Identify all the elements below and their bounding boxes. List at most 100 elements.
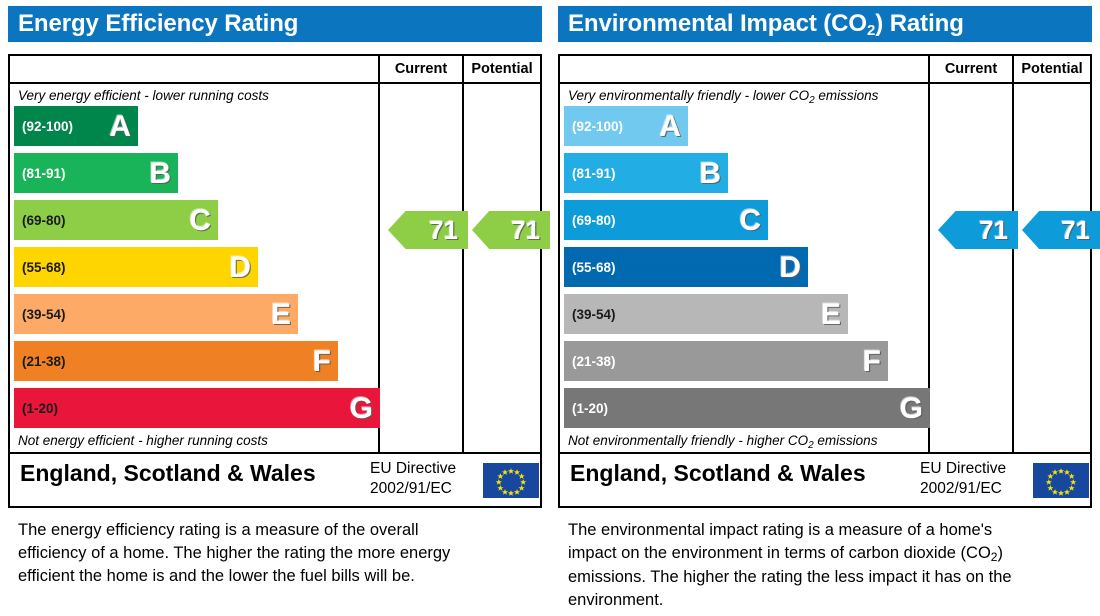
energy-band-e-range: (39-54) [22,307,66,322]
energy-column-divider-2 [462,84,464,452]
impact-column-divider-1 [928,84,930,452]
impact-band-g-letter: G [899,392,923,425]
impact-footer-row: England, Scotland & Wales EU Directive 2… [560,454,1090,506]
impact-band-c-range: (69-80) [572,213,616,228]
energy-band-d-letter: D [229,251,251,284]
impact-caption-top-pre: Very environmentally friendly - lower CO [568,88,810,103]
impact-band-d: (55-68) D [564,247,808,287]
impact-band-e-range: (39-54) [572,307,616,322]
impact-band-c-letter: C [739,204,761,237]
impact-band-f-range: (21-38) [572,354,616,369]
impact-band-b: (81-91) B [564,153,728,193]
impact-panel-title-prefix: Environmental Impact (CO [568,10,867,37]
impact-band-b-letter: B [699,157,721,190]
impact-footer-directive: EU Directive 2002/91/EC [920,459,1030,499]
impact-band-b-range: (81-91) [572,166,616,181]
impact-band-f-letter: F [862,345,881,378]
impact-caption-top-subscript: 2 [809,95,815,106]
energy-potential-rating-arrow: 71 [472,211,550,249]
energy-panel-title: Energy Efficiency Rating [8,6,542,42]
impact-caption-bottom-pre: Not environmentally friendly - higher CO [568,433,809,448]
energy-band-c-range: (69-80) [22,213,66,228]
impact-footer-directive-line2: 2002/91/EC [920,480,1002,497]
impact-band-a: (92-100) A [564,106,688,146]
impact-band-g: (1-20) G [564,388,930,428]
energy-footer-region: England, Scotland & Wales [20,460,316,486]
energy-band-c-letter: C [189,204,211,237]
impact-col-header-potential: Potential [1012,56,1090,82]
impact-caption-bottom-subscript: 2 [808,440,814,451]
impact-band-d-range: (55-68) [572,260,616,275]
impact-potential-rating-value: 71 [1061,215,1090,245]
impact-explanation-pre: The environmental impact rating is a mea… [568,521,993,562]
energy-band-d: (55-68) D [14,247,258,287]
energy-band-e-letter: E [270,298,291,331]
environmental-impact-panel: Environmental Impact (CO2) Rating Curren… [550,0,1100,616]
energy-band-b: (81-91) B [14,153,178,193]
impact-caption-top: Very environmentally friendly - lower CO… [568,88,920,106]
energy-band-b-letter: B [149,157,171,190]
impact-caption-top-post: emissions [814,88,879,103]
impact-column-divider-2 [1012,84,1014,452]
impact-explanation-post: ) emissions. The higher the rating the l… [568,544,1012,609]
energy-band-f: (21-38) F [14,341,338,381]
impact-panel-title-subscript: 2 [866,22,876,39]
impact-band-g-range: (1-20) [572,401,609,416]
energy-col-header-potential: Potential [462,56,540,82]
impact-panel-title: Environmental Impact (CO2) Rating [558,6,1092,42]
energy-col-header-current: Current [378,56,462,82]
impact-footer-divider [560,452,1090,454]
impact-explanation: The environmental impact rating is a mea… [568,519,1038,612]
energy-footer-directive-line2: 2002/91/EC [370,480,452,497]
energy-band-e: (39-54) E [14,294,298,334]
energy-footer-directive-line1: EU Directive [370,460,457,477]
impact-footer-region: England, Scotland & Wales [570,460,866,486]
energy-band-c: (69-80) C [14,200,218,240]
impact-explanation-subscript: 2 [990,550,998,564]
impact-grid: Current Potential Very environmentally f… [558,54,1100,508]
impact-caption-bottom: Not environmentally friendly - higher CO… [568,433,920,451]
energy-band-g-letter: G [349,392,373,425]
energy-footer-row: England, Scotland & Wales EU Directive 2… [10,454,540,506]
energy-band-f-letter: F [312,345,331,378]
energy-grid: Current Potential Very energy efficient … [8,54,550,508]
energy-panel-title-text: Energy Efficiency Rating [18,10,299,37]
energy-band-a-letter: A [109,110,131,143]
energy-caption-bottom: Not energy efficient - higher running co… [18,433,268,448]
energy-current-rating-arrow: 71 [388,211,468,249]
impact-current-rating-value: 71 [979,215,1008,245]
impact-band-a-range: (92-100) [572,119,624,134]
energy-potential-rating-value: 71 [511,215,540,245]
energy-band-g: (1-20) G [14,388,380,428]
energy-caption-top: Very energy efficient - lower running co… [18,88,269,103]
energy-band-g-range: (1-20) [22,401,59,416]
energy-explanation: The energy efficiency rating is a measur… [18,521,451,585]
impact-header-row: Current Potential [560,56,1090,84]
impact-band-e: (39-54) E [564,294,848,334]
impact-current-rating-arrow: 71 [938,211,1018,249]
energy-header-row: Current Potential [10,56,540,84]
eu-flag-icon [482,462,540,499]
impact-potential-rating-arrow: 71 [1022,211,1100,249]
energy-band-a-range: (92-100) [22,119,74,134]
energy-band-d-range: (55-68) [22,260,66,275]
energy-column-divider-1 [378,84,380,452]
impact-footer-directive-line1: EU Directive [920,460,1007,477]
impact-caption-bottom-post: emissions [813,433,878,448]
impact-col-header-current: Current [928,56,1012,82]
energy-band-f-range: (21-38) [22,354,66,369]
impact-panel-title-suffix: ) Rating [875,10,964,37]
impact-band-c: (69-80) C [564,200,768,240]
energy-band-b-range: (81-91) [22,166,66,181]
energy-footer-divider [10,452,540,454]
impact-band-e-letter: E [820,298,841,331]
impact-band-a-letter: A [659,110,681,143]
energy-current-rating-value: 71 [429,215,458,245]
eu-flag-icon [1032,462,1090,499]
energy-footer-directive: EU Directive 2002/91/EC [370,459,480,499]
impact-band-f: (21-38) F [564,341,888,381]
energy-efficiency-panel: Energy Efficiency Rating Current Potenti… [8,6,550,585]
energy-band-a: (92-100) A [14,106,138,146]
impact-band-d-letter: D [779,251,801,284]
